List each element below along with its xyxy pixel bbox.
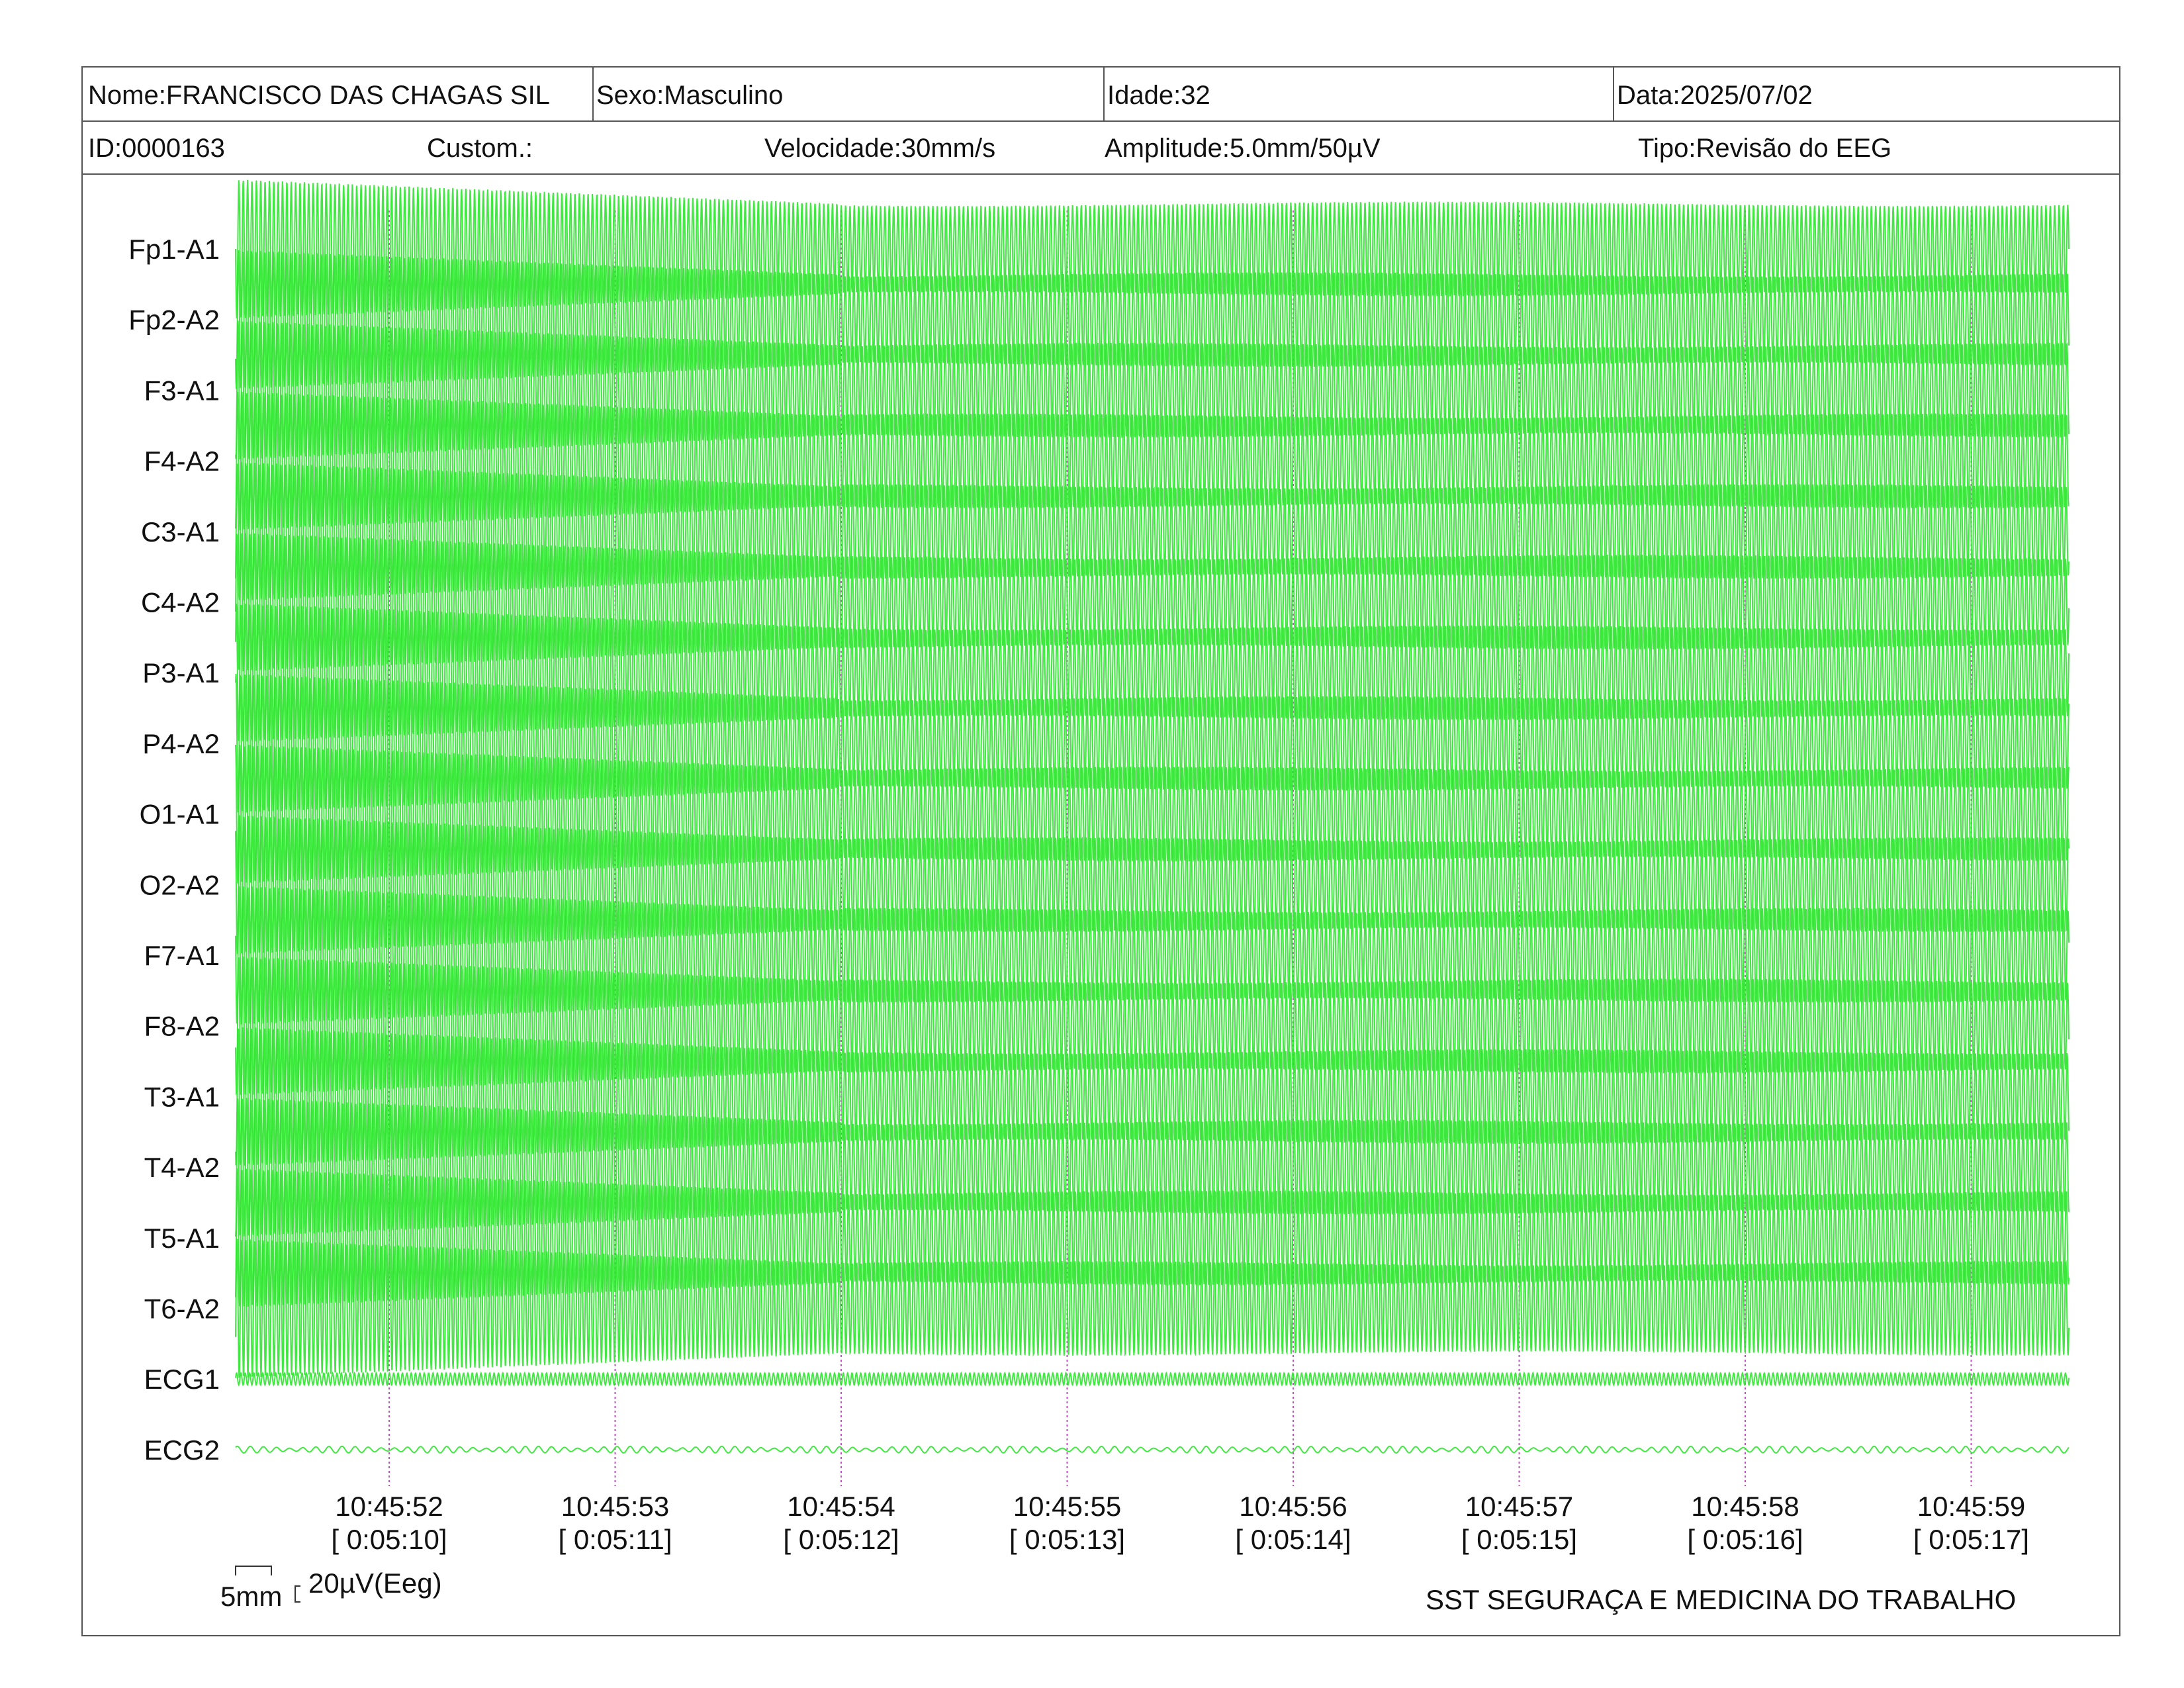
time-tick-elapsed: [ 0:05:10]	[331, 1524, 447, 1555]
time-tick-clock: 10:45:52	[335, 1491, 443, 1522]
channel-label: C4-A2	[141, 587, 220, 618]
header-col-divider-1	[592, 68, 594, 120]
channel-labels: Fp1-A1 Fp2-A2 F3-A1 F4-A2 C3-A1 C4-A2 P3-A1 P4-…	[128, 234, 220, 1466]
channel-trace	[235, 603, 2070, 742]
scale-amplitude-label: 20µV(Eeg)	[308, 1568, 442, 1599]
channel-label: F4-A2	[144, 445, 220, 477]
custom-field: Custom.:	[427, 134, 533, 163]
patient-id: ID:0000163	[88, 134, 225, 163]
channel-trace	[235, 1445, 2070, 1454]
record-type: Tipo:Revisão do EEG	[1638, 134, 1892, 163]
time-tick-clock: 10:45:53	[561, 1491, 670, 1522]
channel-label: P3-A1	[142, 657, 220, 688]
time-tick-clock: 10:45:55	[1013, 1491, 1122, 1522]
channel-label: O1-A1	[140, 799, 220, 830]
channel-trace	[235, 179, 2070, 318]
time-tick-elapsed: [ 0:05:13]	[1009, 1524, 1125, 1555]
channel-trace	[235, 533, 2070, 672]
channel-label: T3-A1	[144, 1081, 220, 1112]
time-tick-elapsed: [ 0:05:15]	[1461, 1524, 1577, 1555]
channel-label: T6-A2	[144, 1293, 220, 1325]
channel-label: ECG2	[144, 1434, 220, 1466]
channel-label: T5-A1	[144, 1223, 220, 1254]
patient-name: Nome:FRANCISCO DAS CHAGAS SIL	[88, 81, 550, 110]
time-tick-clock: 10:45:58	[1691, 1491, 1799, 1522]
time-tick-elapsed: [ 0:05:12]	[783, 1524, 899, 1555]
header-col-divider-2	[1103, 68, 1105, 120]
channel-trace	[235, 1371, 2070, 1387]
channel-label: F7-A1	[144, 940, 220, 971]
speed-setting: Velocidade:30mm/s	[764, 134, 996, 163]
header-col-divider-3	[1613, 68, 1614, 120]
time-tick-elapsed: [ 0:05:11]	[558, 1524, 672, 1555]
amplitude-setting: Amplitude:5.0mm/50µV	[1105, 134, 1381, 163]
time-tick-clock: 10:45:54	[787, 1491, 895, 1522]
channel-label: P4-A2	[142, 728, 220, 759]
report-frame: Nome:FRANCISCO DAS CHAGAS SIL Sexo:Mascu…	[81, 66, 2120, 1636]
channel-label: ECG1	[144, 1364, 220, 1395]
channel-trace	[235, 815, 2070, 954]
channel-trace	[235, 1239, 2070, 1378]
time-tick-elapsed: [ 0:05:17]	[1913, 1524, 2029, 1555]
channel-trace	[235, 1027, 2070, 1166]
channel-label: C3-A1	[141, 516, 220, 547]
time-tick-elapsed: [ 0:05:14]	[1235, 1524, 1351, 1555]
channel-label: F3-A1	[144, 375, 220, 406]
time-tick-clock: 10:45:59	[1917, 1491, 2026, 1522]
channel-label: O2-A2	[140, 869, 220, 900]
scale-time-label: 5mm	[220, 1581, 283, 1612]
time-tick-elapsed: [ 0:05:16]	[1687, 1524, 1803, 1555]
header-divider-2	[83, 173, 2119, 175]
time-tick-clock: 10:45:57	[1465, 1491, 1574, 1522]
channel-trace	[235, 250, 2070, 389]
channel-label: F8-A2	[144, 1011, 220, 1042]
channel-traces	[235, 179, 2070, 1454]
channel-trace	[235, 744, 2070, 884]
channel-trace	[235, 391, 2070, 530]
scale-bar-icon	[235, 1566, 300, 1603]
time-tick-clock: 10:45:56	[1239, 1491, 1347, 1522]
patient-sex: Sexo:Masculino	[596, 81, 784, 110]
company-name: SST SEGURAÇA E MEDICINA DO TRABALHO	[1426, 1584, 2017, 1615]
channel-trace	[235, 957, 2070, 1096]
channel-label: Fp1-A1	[128, 234, 220, 265]
channel-label: T4-A2	[144, 1152, 220, 1183]
patient-age: Idade:32	[1107, 81, 1210, 110]
channel-label: Fp2-A2	[128, 305, 220, 336]
header-divider-1	[83, 120, 2119, 122]
channel-trace	[235, 320, 2070, 460]
time-tick-labels: 10:45:52[ 0:05:10] 10:45:53[ 0:05:11] 10:4…	[331, 1491, 2029, 1555]
channel-trace	[235, 673, 2070, 813]
channel-trace	[235, 1098, 2070, 1237]
record-date: Data:2025/07/02	[1617, 81, 1813, 110]
channel-trace	[235, 886, 2070, 1025]
